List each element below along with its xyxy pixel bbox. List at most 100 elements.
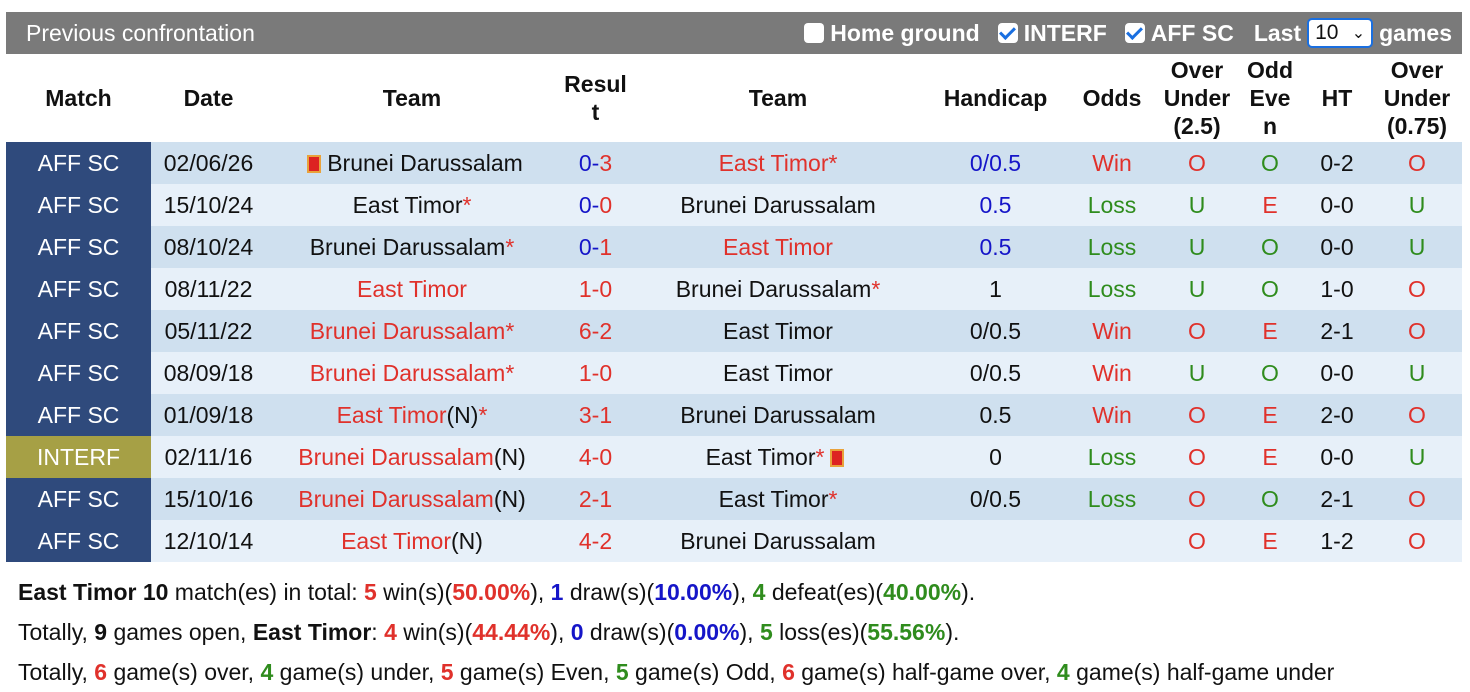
away-team-name: East Timor <box>718 149 829 176</box>
away-team-cell[interactable]: East Timor* <box>633 436 923 478</box>
match-type-cell[interactable]: AFF SC <box>6 268 151 310</box>
result-cell[interactable]: 1-0 <box>558 352 633 394</box>
odds-cell: Loss <box>1068 226 1156 268</box>
table-row[interactable]: AFF SC 02/06/26 Brunei Darussalam 0-3 East T… <box>6 142 1462 184</box>
favorite-star: * <box>815 443 825 470</box>
favorite-star: * <box>828 149 838 176</box>
home-score: 4 <box>578 443 592 470</box>
away-team-cell[interactable]: East Timor* <box>633 142 923 184</box>
over-under-ht-cell: U <box>1372 226 1462 268</box>
match-type-cell[interactable]: AFF SC <box>6 478 151 520</box>
home-team-name: East Timor <box>341 527 451 554</box>
odd-even-cell: O <box>1238 142 1302 184</box>
result-cell[interactable]: 6-2 <box>558 310 633 352</box>
result-cell[interactable]: 4-0 <box>558 436 633 478</box>
match-type-cell[interactable]: AFF SC <box>6 226 151 268</box>
table-row[interactable]: AFF SC 08/11/22 East Timor 1-0 Brunei Daruss… <box>6 268 1462 310</box>
result-cell[interactable]: 4-2 <box>558 520 633 562</box>
match-type-cell[interactable]: AFF SC <box>6 352 151 394</box>
away-team-cell[interactable]: Brunei Darussalam <box>633 520 923 562</box>
over-under-ht-cell: O <box>1372 142 1462 184</box>
interf-label: INTERF <box>1023 19 1107 46</box>
over-under-ht-cell: U <box>1372 436 1462 478</box>
col-over-under-ht: Over Under (0.75) <box>1372 54 1462 142</box>
score-separator: - <box>591 191 600 218</box>
home-team-name: East Timor <box>352 191 463 218</box>
home-team-cell[interactable]: Brunei Darussalam(N) <box>266 436 558 478</box>
match-type-cell[interactable]: AFF SC <box>6 520 151 562</box>
odd-even-cell: E <box>1238 436 1302 478</box>
home-ground-checkbox[interactable] <box>804 23 825 43</box>
match-type-cell[interactable]: AFF SC <box>6 184 151 226</box>
handicap-cell: 0/0.5 <box>923 478 1068 520</box>
result-cell[interactable]: 1-0 <box>558 268 633 310</box>
handicap-cell: 0/0.5 <box>923 310 1068 352</box>
away-score: 2 <box>599 527 613 554</box>
odd-even-cell: O <box>1238 268 1302 310</box>
score-separator: - <box>591 275 600 302</box>
home-team-cell[interactable]: Brunei Darussalam* <box>266 352 558 394</box>
away-team-cell[interactable]: East Timor <box>633 226 923 268</box>
odd-even-cell: E <box>1238 310 1302 352</box>
neutral-marker: (N) <box>446 401 479 428</box>
away-team-cell[interactable]: East Timor <box>633 352 923 394</box>
away-team-cell[interactable]: Brunei Darussalam* <box>633 268 923 310</box>
table-row[interactable]: AFF SC 12/10/14 East Timor(N) 4-2 Brunei Dar… <box>6 520 1462 562</box>
home-team-cell[interactable]: Brunei Darussalam* <box>266 226 558 268</box>
home-team-cell[interactable]: East Timor* <box>266 184 558 226</box>
table-row[interactable]: AFF SC 15/10/24 East Timor* 0-0 Brunei Darus… <box>6 184 1462 226</box>
away-team-cell[interactable]: East Timor* <box>633 478 923 520</box>
favorite-star: * <box>828 485 838 512</box>
away-team-cell[interactable]: East Timor <box>633 310 923 352</box>
away-score: 1 <box>599 485 613 512</box>
match-type-cell[interactable]: AFF SC <box>6 142 151 184</box>
away-team-name: Brunei Darussalam <box>675 275 872 302</box>
table-row[interactable]: AFF SC 05/11/22 Brunei Darussalam* 6-2 East … <box>6 310 1462 352</box>
odds-cell: Win <box>1068 352 1156 394</box>
filter-bar: Home ground INTERF AFF SC Last 10 ⌄ game… <box>792 18 1462 48</box>
result-cell[interactable]: 2-1 <box>558 478 633 520</box>
home-team-cell[interactable]: East Timor(N) <box>266 520 558 562</box>
result-cell[interactable]: 0-1 <box>558 226 633 268</box>
handicap-cell: 0.5 <box>923 226 1068 268</box>
ht-score-cell: 2-0 <box>1302 394 1372 436</box>
ht-score-cell: 0-0 <box>1302 184 1372 226</box>
match-type-cell[interactable]: INTERF <box>6 436 151 478</box>
date-cell: 02/06/26 <box>151 142 266 184</box>
home-team-cell[interactable]: Brunei Darussalam(N) <box>266 478 558 520</box>
affsc-checkbox[interactable] <box>1124 23 1145 43</box>
home-team-cell[interactable]: East Timor <box>266 268 558 310</box>
match-type-cell[interactable]: AFF SC <box>6 310 151 352</box>
favorite-star: * <box>478 401 488 428</box>
table-row[interactable]: INTERF 02/11/16 Brunei Darussalam(N) 4-0 Eas… <box>6 436 1462 478</box>
result-cell[interactable]: 0-0 <box>558 184 633 226</box>
home-team-cell[interactable]: East Timor(N)* <box>266 394 558 436</box>
result-cell[interactable]: 3-1 <box>558 394 633 436</box>
match-type-cell[interactable]: AFF SC <box>6 394 151 436</box>
date-cell: 01/09/18 <box>151 394 266 436</box>
date-cell: 15/10/24 <box>151 184 266 226</box>
away-team-cell[interactable]: Brunei Darussalam <box>633 184 923 226</box>
table-row[interactable]: AFF SC 15/10/16 Brunei Darussalam(N) 2-1 Eas… <box>6 478 1462 520</box>
result-cell[interactable]: 0-3 <box>558 142 633 184</box>
interf-checkbox[interactable] <box>997 23 1018 43</box>
favorite-star: * <box>871 275 881 302</box>
away-team-cell[interactable]: Brunei Darussalam <box>633 394 923 436</box>
last-games-select[interactable]: 10 ⌄ <box>1307 18 1374 48</box>
odd-even-cell: O <box>1238 226 1302 268</box>
over-under-cell: O <box>1156 436 1238 478</box>
home-team-cell[interactable]: Brunei Darussalam* <box>266 310 558 352</box>
odds-cell: Loss <box>1068 478 1156 520</box>
table-row[interactable]: AFF SC 01/09/18 East Timor(N)* 3-1 Brunei Da… <box>6 394 1462 436</box>
odds-cell: Win <box>1068 394 1156 436</box>
score-separator: - <box>591 527 600 554</box>
table-row[interactable]: AFF SC 08/10/24 Brunei Darussalam* 0-1 East … <box>6 226 1462 268</box>
home-score: 1 <box>578 275 592 302</box>
table-row[interactable]: AFF SC 08/09/18 Brunei Darussalam* 1-0 East … <box>6 352 1462 394</box>
date-cell: 02/11/16 <box>151 436 266 478</box>
away-team-name: East Timor <box>723 359 833 386</box>
odds-cell: Loss <box>1068 184 1156 226</box>
over-under-ht-cell: O <box>1372 310 1462 352</box>
handicap-cell <box>923 520 1068 562</box>
home-team-cell[interactable]: Brunei Darussalam <box>266 142 558 184</box>
